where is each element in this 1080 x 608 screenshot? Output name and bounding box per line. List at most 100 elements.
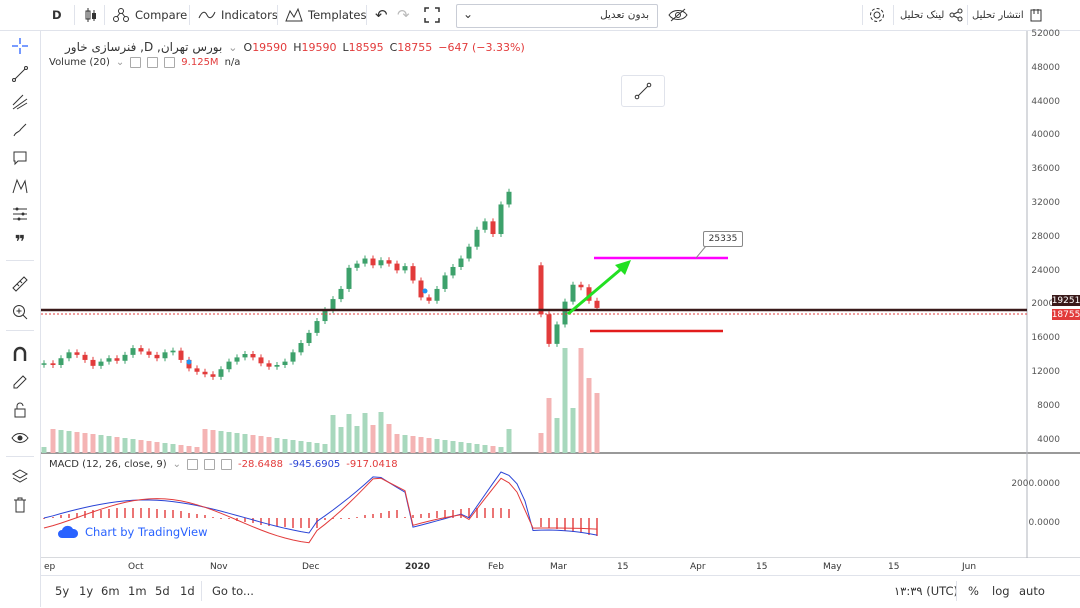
time-tick-label: ep [44, 562, 56, 572]
drawing-toolbar: ❞ [0, 31, 41, 607]
symbol-title[interactable]: فنرسازی خاور ,D ,بورس تهران [65, 40, 223, 54]
hide-tool[interactable] [10, 428, 30, 448]
link-analysis-button[interactable]: لینک تحلیل [900, 0, 963, 30]
volume-bar [41, 447, 47, 453]
range-1m[interactable]: 1m [128, 584, 147, 598]
crosshair-tool[interactable] [10, 7, 30, 27]
prediction-tool[interactable] [10, 204, 30, 224]
price-tick-label: 8000 [1037, 400, 1060, 411]
clock[interactable]: ۱۳:۳۹ (UTC) [894, 584, 959, 598]
price-tick-label: 40000 [1031, 130, 1060, 141]
undo-button[interactable]: ↶ [375, 0, 388, 30]
brush-icon [13, 123, 27, 137]
volume-bar [154, 442, 160, 453]
auto-toggle[interactable]: auto [1019, 584, 1045, 598]
volume-bar [146, 441, 152, 453]
legend-chevron-icon[interactable]: ⌄ [172, 459, 181, 470]
volume-bar [314, 443, 320, 453]
legend-chevron-icon[interactable]: ⌄ [228, 40, 238, 54]
log-toggle[interactable]: log [992, 584, 1010, 598]
macd-histogram-bar [124, 508, 126, 518]
volume-bar [378, 412, 384, 453]
settings-button[interactable] [869, 0, 885, 30]
low-value: L18595 [342, 40, 384, 54]
floating-drawing-toolbar[interactable] [621, 75, 665, 107]
fib-tool[interactable] [10, 92, 30, 112]
cloud-icon [58, 525, 79, 538]
macd-histogram-bar [268, 518, 270, 526]
tradingview-branding[interactable]: Chart by TradingView [57, 525, 208, 539]
settings-mini-icon[interactable] [147, 57, 159, 68]
macd-histogram-bar [500, 508, 502, 518]
macd-histogram [43, 508, 598, 536]
volume-bar [122, 438, 128, 453]
close-mini-icon[interactable] [164, 57, 176, 68]
magnet-icon [13, 346, 27, 361]
price-callout[interactable]: 25335 [703, 231, 743, 247]
publish-analysis-button[interactable]: انتشار تحلیل [972, 0, 1043, 30]
close-mini-icon[interactable] [221, 459, 232, 470]
object-tree-tool[interactable] [10, 467, 30, 487]
percent-toggle[interactable]: % [968, 584, 979, 598]
stay-drawing-tool[interactable] [10, 372, 30, 392]
templates-icon [285, 7, 303, 22]
zoom-tool[interactable] [10, 302, 30, 322]
macd-legend: MACD (12, 26, close, 9) ⌄ -28.6488 -945.… [49, 459, 398, 470]
trend-line-icon [12, 66, 28, 82]
volume-bar [322, 444, 328, 453]
range-5d[interactable]: 5d [155, 584, 170, 598]
volume-bar [290, 440, 296, 453]
magnet-tool[interactable] [10, 344, 30, 364]
macd-histogram-bar [308, 518, 310, 528]
macd-histogram-bar [204, 515, 206, 518]
share-icon [949, 8, 963, 22]
macd-tick-label: 0.0000 [1028, 518, 1061, 528]
bar-style-button[interactable] [83, 0, 99, 30]
volume-bar [402, 435, 408, 453]
hide-drawings-button[interactable] [668, 0, 688, 30]
settings-mini-icon[interactable] [204, 459, 215, 470]
fullscreen-button[interactable] [424, 0, 440, 30]
macd-histogram-bar [76, 513, 78, 518]
text-tool[interactable] [10, 148, 30, 168]
redo-button[interactable]: ↷ [397, 0, 410, 30]
interval-button[interactable]: D [52, 8, 62, 22]
volume-bar [498, 447, 504, 453]
range-1y[interactable]: 1y [79, 584, 94, 598]
macd-histogram-bar [68, 514, 70, 518]
brush-tool[interactable] [10, 120, 30, 140]
crosshair-tool-button[interactable] [10, 36, 30, 56]
macd-histogram-bar [348, 518, 350, 519]
price-chart[interactable] [41, 31, 1080, 558]
measure-tool[interactable] [10, 274, 30, 294]
volume-bar [482, 445, 488, 453]
macd-histogram-bar [52, 517, 54, 518]
templates-button[interactable]: Templates [285, 0, 366, 30]
eye-toggle-icon[interactable] [187, 459, 198, 470]
volume-bar [186, 446, 192, 453]
compare-button[interactable]: Compare [112, 0, 187, 30]
range-6m[interactable]: 6m [101, 584, 120, 598]
icons-tool[interactable]: ❞ [10, 232, 30, 253]
lock-drawings-tool[interactable] [10, 400, 30, 420]
adjustment-select[interactable]: ⌄ بدون تعدیل [456, 4, 658, 28]
eye-toggle-icon[interactable] [130, 57, 142, 68]
goto-button[interactable]: Go to... [212, 584, 254, 598]
fullscreen-icon [424, 7, 440, 23]
indicators-button[interactable]: Indicators [198, 0, 278, 30]
remove-drawings-tool[interactable] [10, 495, 30, 515]
macd-histogram-bar [108, 509, 110, 518]
legend-chevron-icon[interactable]: ⌄ [115, 57, 125, 68]
indicators-icon [198, 11, 216, 19]
volume-bar [50, 429, 56, 453]
chart-pane[interactable]: فنرسازی خاور ,D ,بورس تهران ⌄ O19590 H19… [41, 29, 1080, 558]
macd-histogram-bar [132, 508, 134, 518]
pattern-tool[interactable] [10, 176, 30, 196]
range-1d[interactable]: 1d [180, 584, 195, 598]
time-tick-label: Oct [128, 562, 144, 572]
open-value: O19590 [243, 40, 288, 54]
trend-line-tool[interactable] [10, 64, 30, 84]
range-5y[interactable]: 5y [55, 584, 70, 598]
volume-bar [114, 437, 120, 453]
trash-icon [14, 497, 26, 513]
